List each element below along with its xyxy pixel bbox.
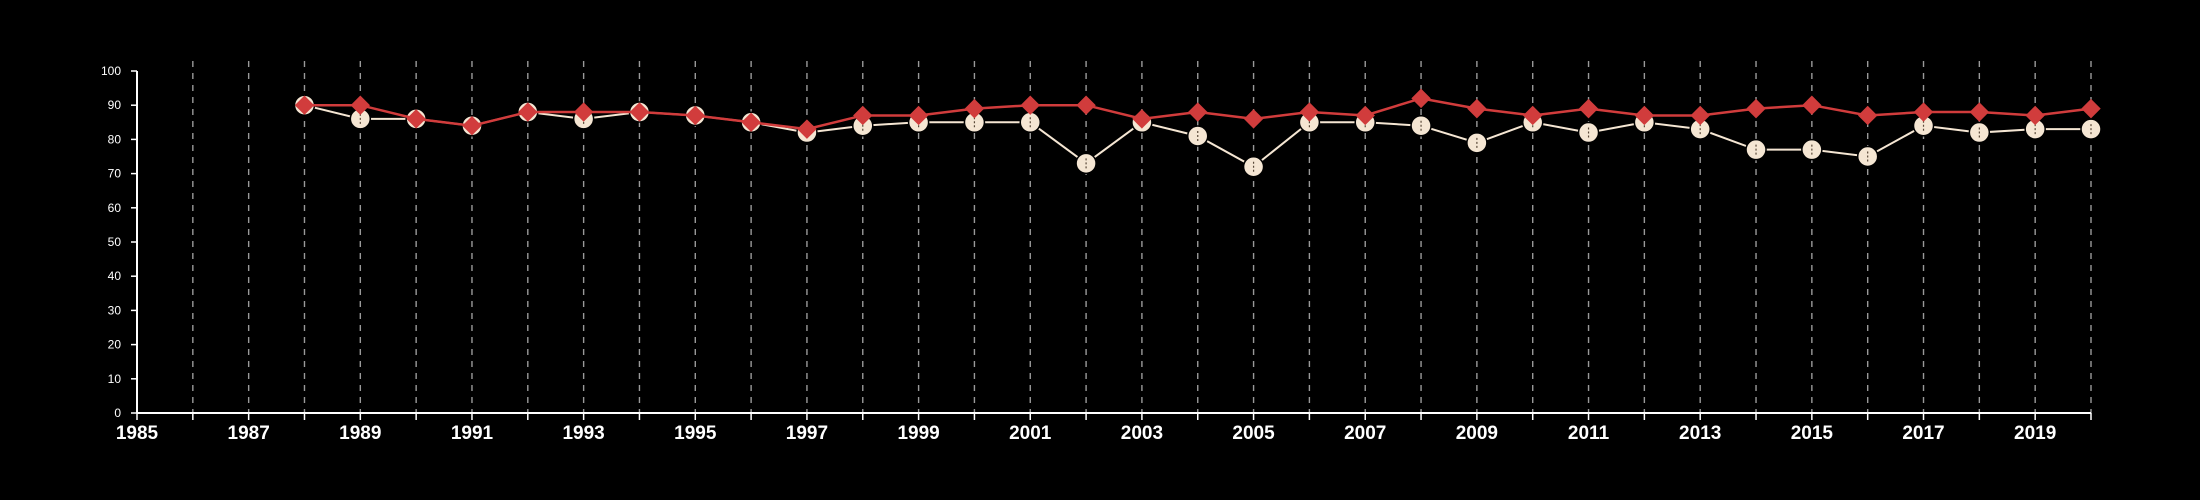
data-point-diamond [797, 119, 817, 139]
data-point-diamond [518, 102, 538, 122]
data-point-diamond [1690, 105, 1710, 126]
x-tick-label: 2009 [1456, 423, 1498, 444]
x-tick-label: 2015 [1791, 423, 1834, 444]
data-point-diamond [2025, 105, 2045, 126]
x-tick-label: 1991 [451, 423, 494, 444]
data-point-diamond [1299, 102, 1320, 122]
data-point-diamond [1523, 105, 1543, 126]
y-tick-label: 0 [114, 406, 121, 420]
data-point-diamond [1913, 102, 1934, 122]
x-tick-label: 2007 [1344, 423, 1386, 444]
grid-lines [192, 61, 2092, 413]
y-tick-label: 70 [108, 167, 122, 181]
data-point-diamond [964, 98, 985, 119]
data-point-diamond [1355, 105, 1375, 126]
y-tick-label: 40 [108, 269, 122, 283]
x-tick-label: 2011 [1568, 423, 1610, 444]
data-point-diamond [685, 105, 705, 126]
x-tick-label: 2005 [1232, 423, 1275, 444]
y-tick-label: 10 [108, 372, 122, 386]
data-point-diamond [573, 102, 594, 122]
x-tick-label: 2003 [1121, 423, 1163, 444]
tick-labels: 0 10 20 30 40 50 60 70 80 90 100 1985 1987 1989 1991 19… [101, 64, 2092, 444]
series [293, 88, 2102, 178]
data-point-diamond [406, 109, 426, 129]
x-tick-label: 1985 [116, 423, 159, 444]
x-tick-label: 1993 [562, 423, 604, 444]
y-tick-label: 50 [108, 235, 122, 249]
x-tick-label: 1997 [786, 423, 828, 444]
data-point-diamond [1188, 102, 1208, 122]
data-point-diamond [1578, 98, 1599, 119]
data-point-diamond [629, 102, 650, 122]
y-tick-label: 90 [108, 98, 122, 112]
y-tick-label: 60 [108, 201, 122, 215]
x-tick-label: 2017 [1902, 423, 1944, 444]
data-point-diamond [1746, 98, 1766, 119]
data-point-diamond [741, 112, 761, 133]
y-tick-label: 30 [108, 303, 122, 317]
data-point-diamond [908, 105, 929, 126]
data-point-diamond [1411, 88, 1431, 109]
x-tick-label: 1995 [674, 423, 717, 444]
x-tick-label: 1989 [339, 423, 381, 444]
x-tick-label: 2001 [1009, 423, 1052, 444]
data-point-diamond [1969, 102, 1990, 122]
data-point-diamond [1802, 95, 1822, 115]
x-tick-label: 1999 [897, 423, 939, 444]
axes [136, 71, 2091, 414]
data-point-diamond [1467, 98, 1487, 119]
y-tick-label: 20 [108, 338, 122, 352]
data-point-diamond [2081, 98, 2101, 119]
data-point-diamond [1020, 95, 1040, 115]
data-point-diamond [294, 95, 315, 115]
x-tick-label: 2013 [1679, 423, 1721, 444]
data-point-diamond [462, 116, 482, 136]
data-point-diamond [350, 95, 371, 115]
y-tick-label: 80 [108, 132, 122, 146]
data-point-diamond [1243, 109, 1264, 129]
y-tick-label: 100 [101, 64, 121, 78]
series-diamond [294, 88, 2101, 139]
data-point-diamond [853, 105, 873, 126]
x-tick-label: 1987 [228, 423, 270, 444]
data-point-diamond [1132, 109, 1152, 129]
x-tick-label: 2019 [2014, 423, 2056, 444]
data-point-diamond [1857, 105, 1878, 126]
data-point-diamond [1634, 105, 1655, 126]
data-point-diamond [1076, 95, 1096, 115]
